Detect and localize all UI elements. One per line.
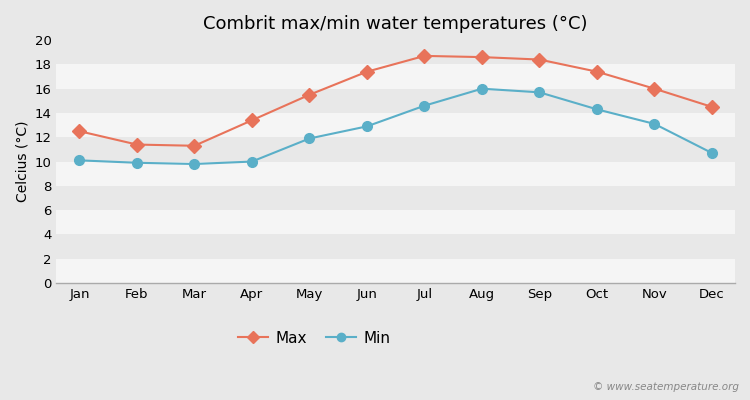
Title: Combrit max/min water temperatures (°C): Combrit max/min water temperatures (°C) xyxy=(203,15,588,33)
Bar xyxy=(56,186,735,210)
Bar xyxy=(56,40,735,64)
Min xyxy=(190,162,199,166)
Line: Min: Min xyxy=(74,84,717,169)
Min xyxy=(362,124,371,129)
Max xyxy=(362,69,371,74)
Y-axis label: Celcius (°C): Celcius (°C) xyxy=(15,121,29,202)
Bar xyxy=(56,64,735,89)
Text: © www.seatemperature.org: © www.seatemperature.org xyxy=(592,382,739,392)
Bar xyxy=(56,89,735,113)
Bar xyxy=(56,162,735,186)
Line: Max: Max xyxy=(74,51,717,151)
Min xyxy=(592,107,602,112)
Bar xyxy=(56,137,735,162)
Min xyxy=(478,86,487,91)
Min xyxy=(535,90,544,95)
Min xyxy=(75,158,84,163)
Max xyxy=(478,55,487,60)
Max xyxy=(650,86,659,91)
Bar xyxy=(56,210,735,234)
Bar xyxy=(56,234,735,259)
Max xyxy=(133,142,142,147)
Max xyxy=(190,143,199,148)
Min xyxy=(133,160,142,165)
Legend: Max, Min: Max, Min xyxy=(232,325,397,352)
Max xyxy=(305,92,314,97)
Max xyxy=(592,69,602,74)
Min xyxy=(420,103,429,108)
Bar xyxy=(56,113,735,137)
Min xyxy=(305,136,314,141)
Max xyxy=(707,104,716,109)
Max xyxy=(420,54,429,58)
Min xyxy=(707,151,716,156)
Bar xyxy=(56,259,735,283)
Max xyxy=(75,129,84,134)
Max xyxy=(535,57,544,62)
Min xyxy=(650,122,659,126)
Min xyxy=(248,159,256,164)
Max xyxy=(248,118,256,123)
